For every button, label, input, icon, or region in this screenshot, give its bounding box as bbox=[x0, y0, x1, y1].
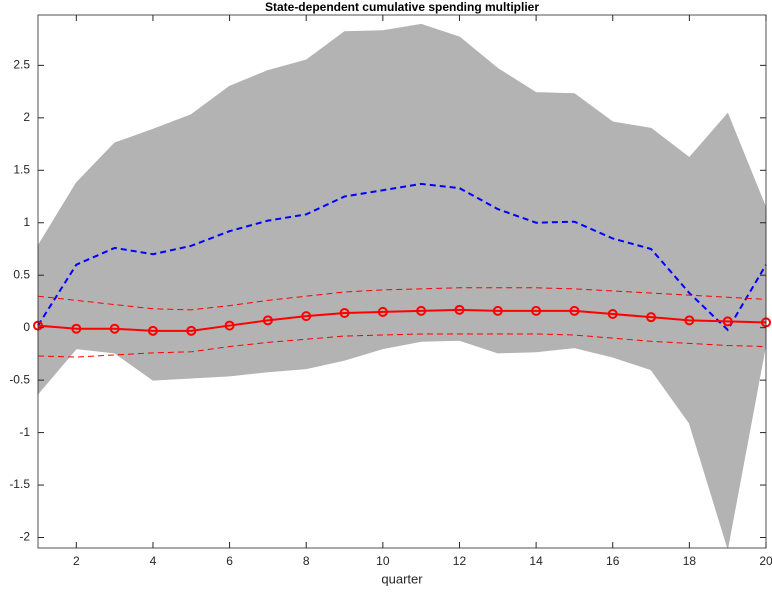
series-line bbox=[37, 182, 767, 332]
x-axis-label: quarter bbox=[381, 571, 423, 586]
x-tick-label: 16 bbox=[606, 554, 620, 568]
series-marker bbox=[416, 305, 427, 316]
y-tick-label: -2 bbox=[19, 530, 30, 544]
x-tick-label: 10 bbox=[376, 554, 390, 568]
x-tick-label: 8 bbox=[303, 554, 310, 568]
y-tick-label: 0.5 bbox=[13, 267, 30, 281]
series-marker bbox=[224, 320, 235, 331]
series-marker bbox=[607, 309, 618, 320]
series-marker bbox=[684, 315, 695, 326]
series-marker bbox=[186, 325, 197, 336]
x-tick-label: 12 bbox=[453, 554, 467, 568]
series-line bbox=[37, 333, 767, 358]
y-tick-label: 2 bbox=[23, 110, 30, 124]
y-tick-label: -0.5 bbox=[9, 372, 30, 386]
series-marker bbox=[147, 325, 158, 336]
series-marker bbox=[301, 311, 312, 322]
confidence-band bbox=[37, 23, 767, 549]
series-marker bbox=[377, 306, 388, 317]
axes-box bbox=[37, 14, 767, 549]
series-marker bbox=[339, 307, 350, 318]
series-line bbox=[37, 287, 767, 311]
series-marker bbox=[262, 315, 273, 326]
x-tick-label: 20 bbox=[759, 554, 772, 568]
y-tick-label: -1.5 bbox=[9, 477, 30, 491]
x-tick-label: 2 bbox=[73, 554, 80, 568]
series-marker bbox=[646, 312, 657, 323]
y-tick-label: 0 bbox=[23, 320, 30, 334]
series-marker bbox=[492, 305, 503, 316]
series-marker bbox=[71, 323, 82, 334]
y-tick-label: 1 bbox=[23, 215, 30, 229]
x-tick-label: 4 bbox=[150, 554, 157, 568]
y-tick-label: 2.5 bbox=[13, 58, 30, 72]
series-marker bbox=[531, 305, 542, 316]
series-marker bbox=[569, 305, 580, 316]
y-tick-label: 1.5 bbox=[13, 162, 30, 176]
series-marker bbox=[722, 316, 733, 327]
series-marker bbox=[109, 323, 120, 334]
x-tick-label: 18 bbox=[683, 554, 697, 568]
x-tick-label: 6 bbox=[226, 554, 233, 568]
x-tick-label: 14 bbox=[529, 554, 543, 568]
series-line bbox=[37, 308, 767, 332]
series-marker bbox=[454, 304, 465, 315]
y-tick-label: -1 bbox=[19, 425, 30, 439]
chart-title: State-dependent cumulative spending mult… bbox=[265, 0, 539, 14]
